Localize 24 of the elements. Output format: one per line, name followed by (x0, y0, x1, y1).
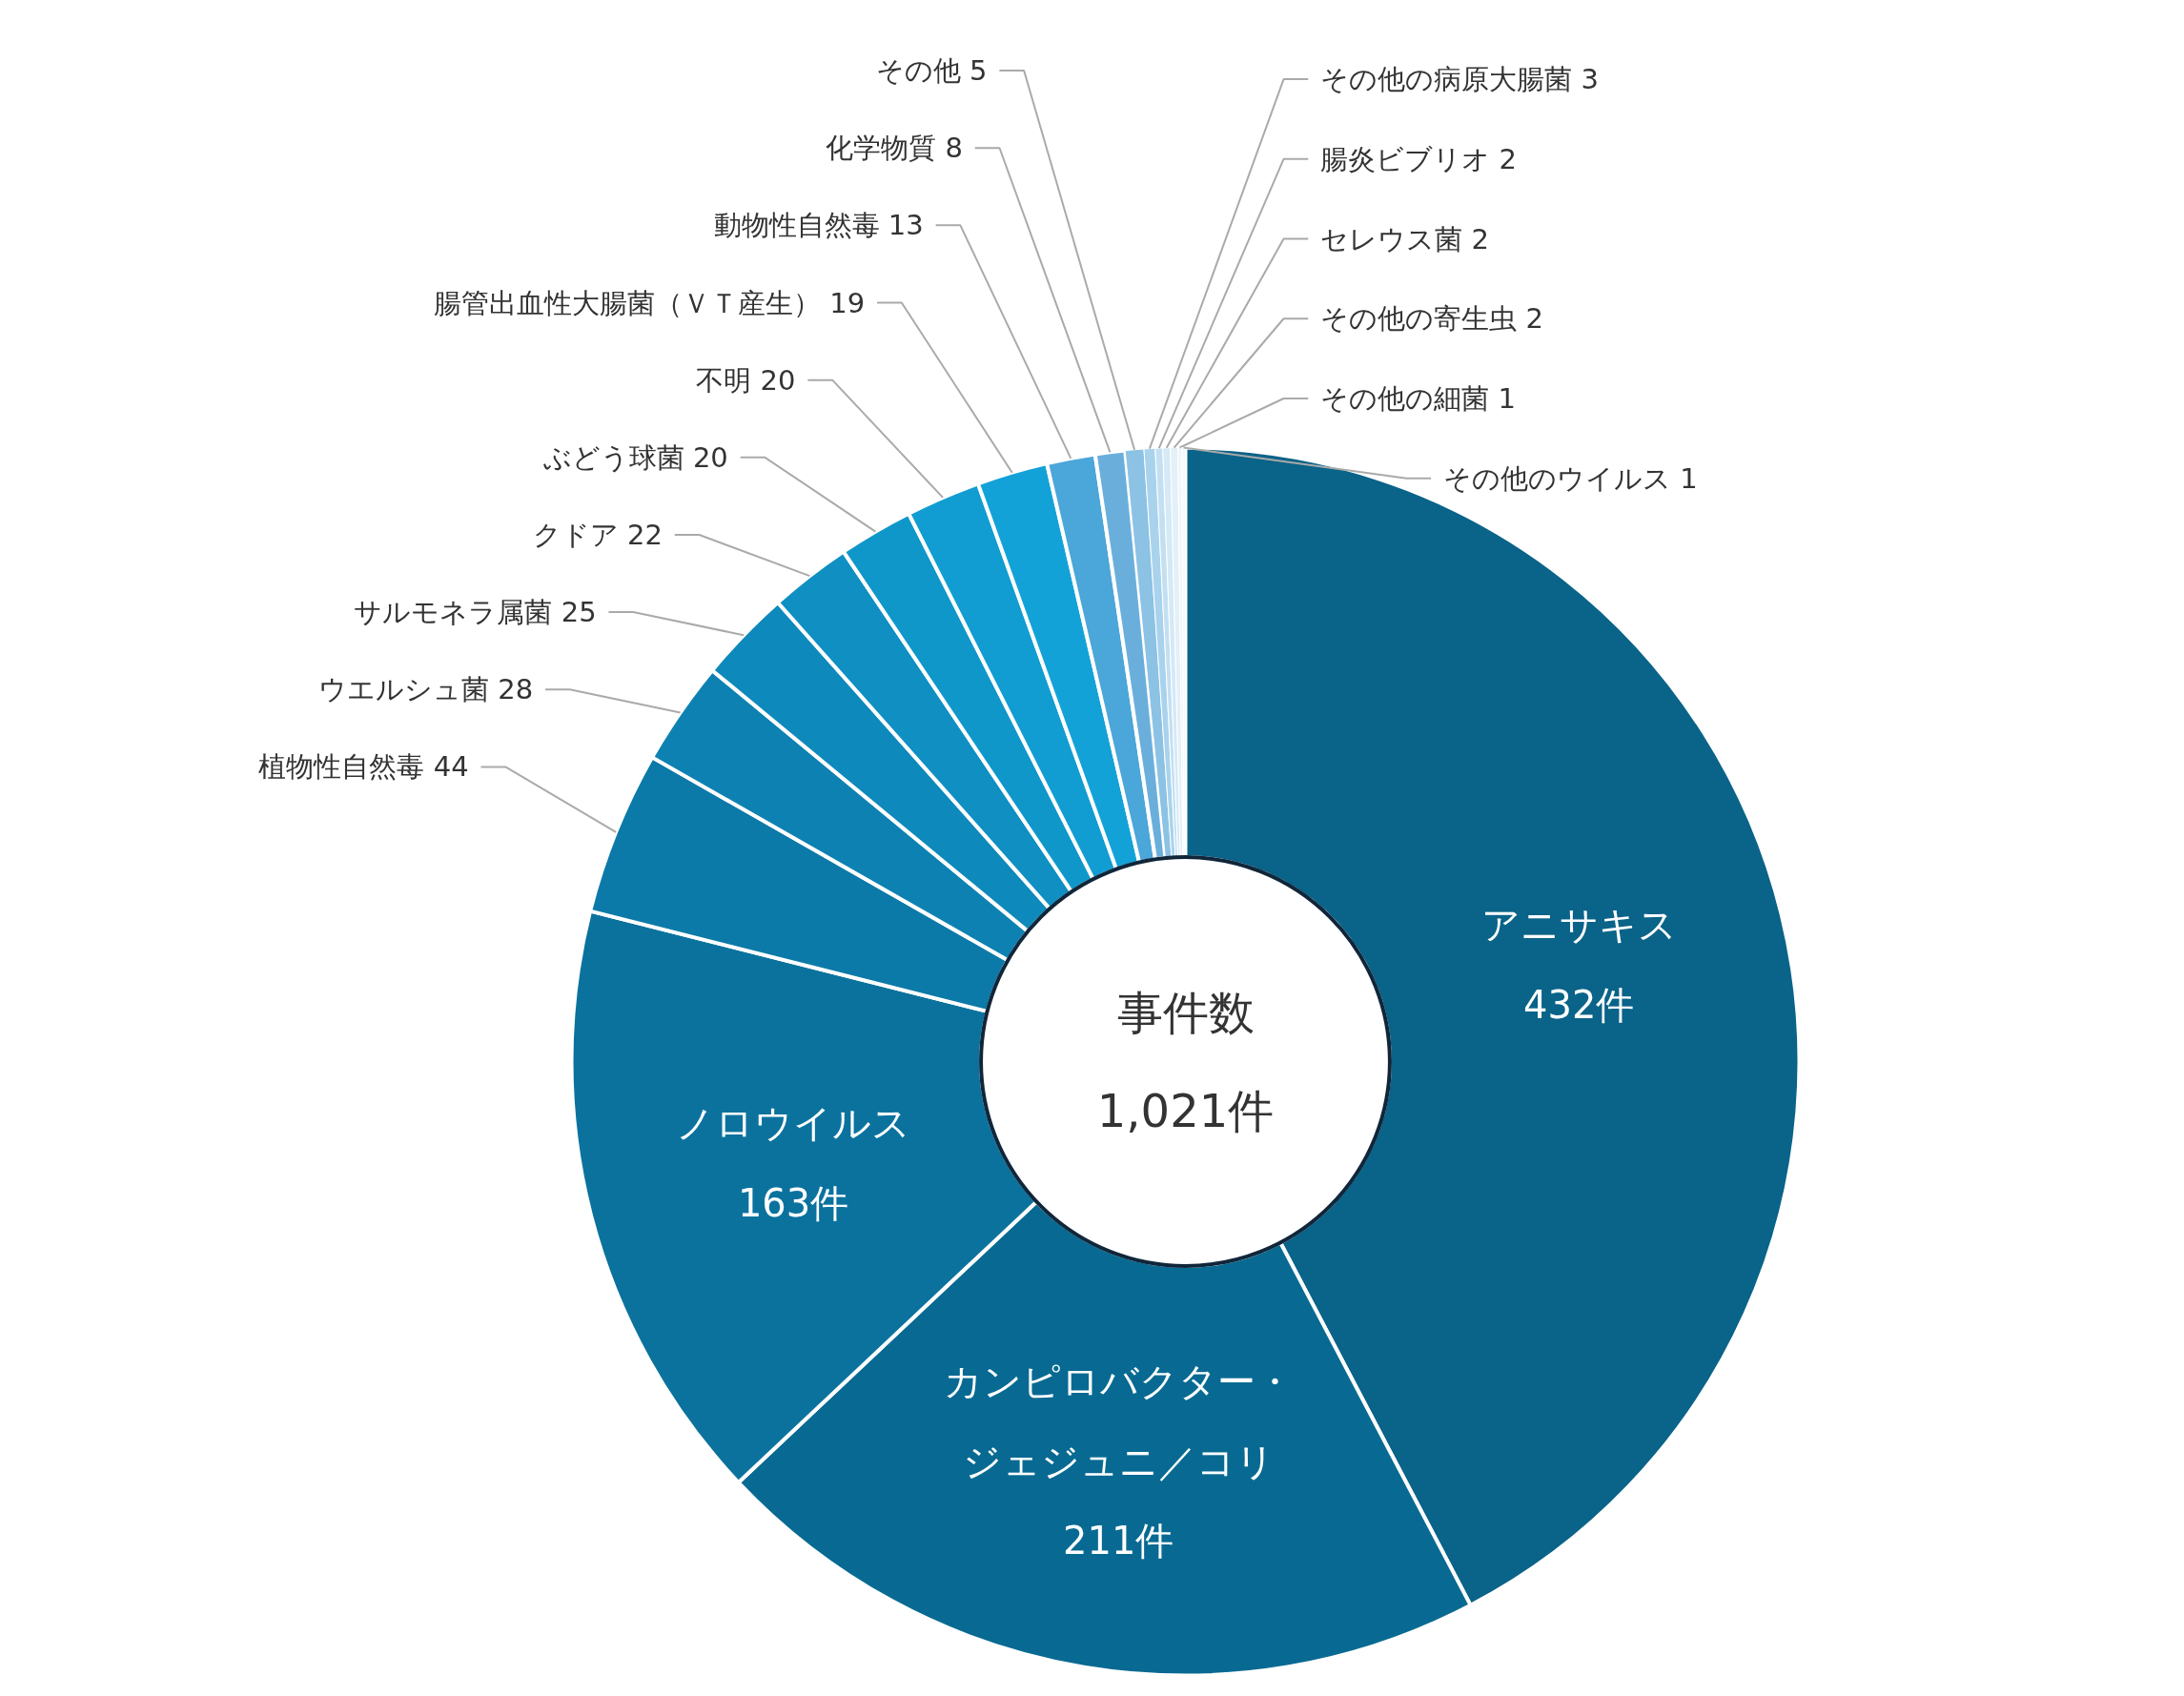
slice-label: カンピロバクター・ジェジュニ／コリ (943, 1359, 1294, 1483)
slice-label: 動物性自然毒 13 (713, 209, 924, 242)
slice-label: セレウス菌 2 (1320, 222, 1489, 255)
slice-label: ノロウイルス (676, 1101, 911, 1146)
text: 1,021件 (1096, 1084, 1275, 1138)
slice-label: その他の細菌 1 (1320, 381, 1516, 415)
slice-label: その他の病原大腸菌 3 (1320, 63, 1599, 96)
slice-label: その他のウイルス 1 (1442, 461, 1698, 495)
slice-label: 腸管出血性大腸菌（ＶＴ産生） 19 (434, 286, 866, 319)
slice-label: ウエルシュ菌 28 (317, 673, 534, 706)
slice-label: サルモネラ属菌 25 (354, 596, 597, 629)
data-label: 432件 (1523, 982, 1635, 1027)
slice-label: アニサキス (1480, 902, 1677, 947)
slice-label: 腸炎ビブリオ 2 (1320, 142, 1517, 175)
slice-label: クドア 22 (532, 518, 663, 551)
data-label: 163件 (737, 1181, 849, 1226)
slice-label: ぶどう球菌 20 (542, 440, 728, 474)
slice-label: 植物性自然毒 44 (258, 750, 469, 784)
slice-label: 化学物質 8 (826, 132, 963, 165)
text: 事件数 (1116, 985, 1255, 1039)
slice-label: その他 5 (875, 54, 988, 88)
slice-label: 不明 20 (696, 363, 796, 397)
slice-label: その他の寄生虫 2 (1320, 302, 1543, 336)
data-label: 211件 (1063, 1519, 1174, 1563)
